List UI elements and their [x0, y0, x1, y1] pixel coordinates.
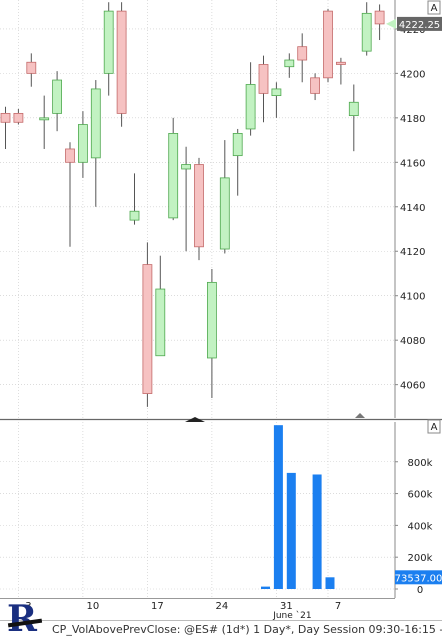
time-scroll-marker[interactable]: [355, 413, 365, 418]
candle-body: [245, 84, 256, 130]
candle-body: [323, 10, 333, 79]
last-volume-label: 73537.00: [395, 573, 442, 584]
volume-bar: [261, 586, 270, 589]
volume-scale-button-label: A: [431, 422, 438, 433]
candle-body: [361, 12, 372, 52]
logo-letter: R: [7, 598, 38, 639]
price-tick-label: 4140: [400, 203, 425, 214]
candle-body: [103, 10, 114, 74]
volume-bar: [273, 425, 283, 589]
price-tick-label: 4160: [400, 158, 425, 169]
date-tick-label: 17: [151, 601, 164, 612]
volume-scale-button[interactable]: A: [427, 419, 441, 434]
price-tick-label: 4180: [400, 114, 425, 125]
last-price-marker: 4222.25: [386, 16, 442, 31]
volume-bar: [325, 577, 335, 589]
candle-body: [39, 117, 50, 121]
date-tick-label: 7: [335, 601, 341, 612]
candle-body: [0, 112, 11, 123]
candle-body: [65, 148, 75, 163]
price-tick-label: 4100: [400, 292, 425, 303]
candle-body: [13, 112, 24, 123]
chart-footer-title: CP_VolAbovePrevClose: @ES# (1d*) 1 Day*,…: [52, 623, 442, 636]
price-scale-button-label: A: [431, 3, 438, 14]
volume-tick-label: 600k: [408, 490, 433, 501]
candle-body: [116, 10, 127, 114]
date-tick-label: 10: [87, 601, 100, 612]
volume-bars: [261, 425, 335, 589]
candle-body: [129, 210, 140, 221]
candle-body: [284, 59, 295, 68]
volume-bar: [286, 472, 296, 589]
price-tick-label: 4060: [400, 381, 425, 392]
candle-body: [310, 77, 321, 94]
volume-tick-label: 200k: [408, 553, 433, 564]
candle-body: [335, 61, 346, 65]
candle-body: [181, 164, 192, 170]
candle-body: [271, 88, 282, 97]
candle-body: [78, 124, 88, 163]
axes: [0, 0, 442, 621]
volume-tick-label: 400k: [408, 521, 433, 532]
candle-body: [219, 177, 230, 250]
last-price-pointer: [386, 18, 396, 29]
candle-body: [374, 10, 385, 25]
price-scale-button[interactable]: A: [427, 0, 441, 15]
date-tick-label: 31: [280, 601, 293, 612]
logo: R: [7, 598, 43, 639]
date-tick-label: 24: [216, 601, 229, 612]
month-label: June `21: [272, 610, 311, 621]
candle-body: [297, 46, 308, 61]
price-tick-label: 4120: [400, 247, 425, 258]
candle-body: [52, 79, 62, 114]
candle-body: [194, 164, 204, 248]
axis-labels: 4060408041004120414041604180420042203101…: [25, 25, 432, 621]
candle-body: [258, 64, 269, 94]
price-tick-label: 4080: [400, 336, 425, 347]
price-panel-splitter-handle[interactable]: [185, 417, 205, 422]
candle-body: [168, 133, 179, 219]
candle-body: [232, 133, 243, 157]
last-price-label: 4222.25: [399, 20, 440, 31]
candle-body: [155, 288, 166, 357]
candle-body: [90, 88, 101, 159]
volume-tick-label: 800k: [408, 458, 433, 469]
volume-bar: [312, 474, 322, 589]
candle-body: [348, 101, 359, 117]
price-candles: [0, 2, 385, 407]
last-volume-marker: 73537.00: [395, 570, 442, 585]
price-tick-label: 4200: [400, 69, 425, 80]
date-tick-label: 3: [25, 601, 31, 612]
candle-body: [142, 264, 153, 394]
logo-band: [7, 618, 43, 628]
volume-tick-label: 0: [417, 585, 423, 596]
candle-body: [206, 281, 217, 359]
candle-body: [26, 61, 37, 74]
